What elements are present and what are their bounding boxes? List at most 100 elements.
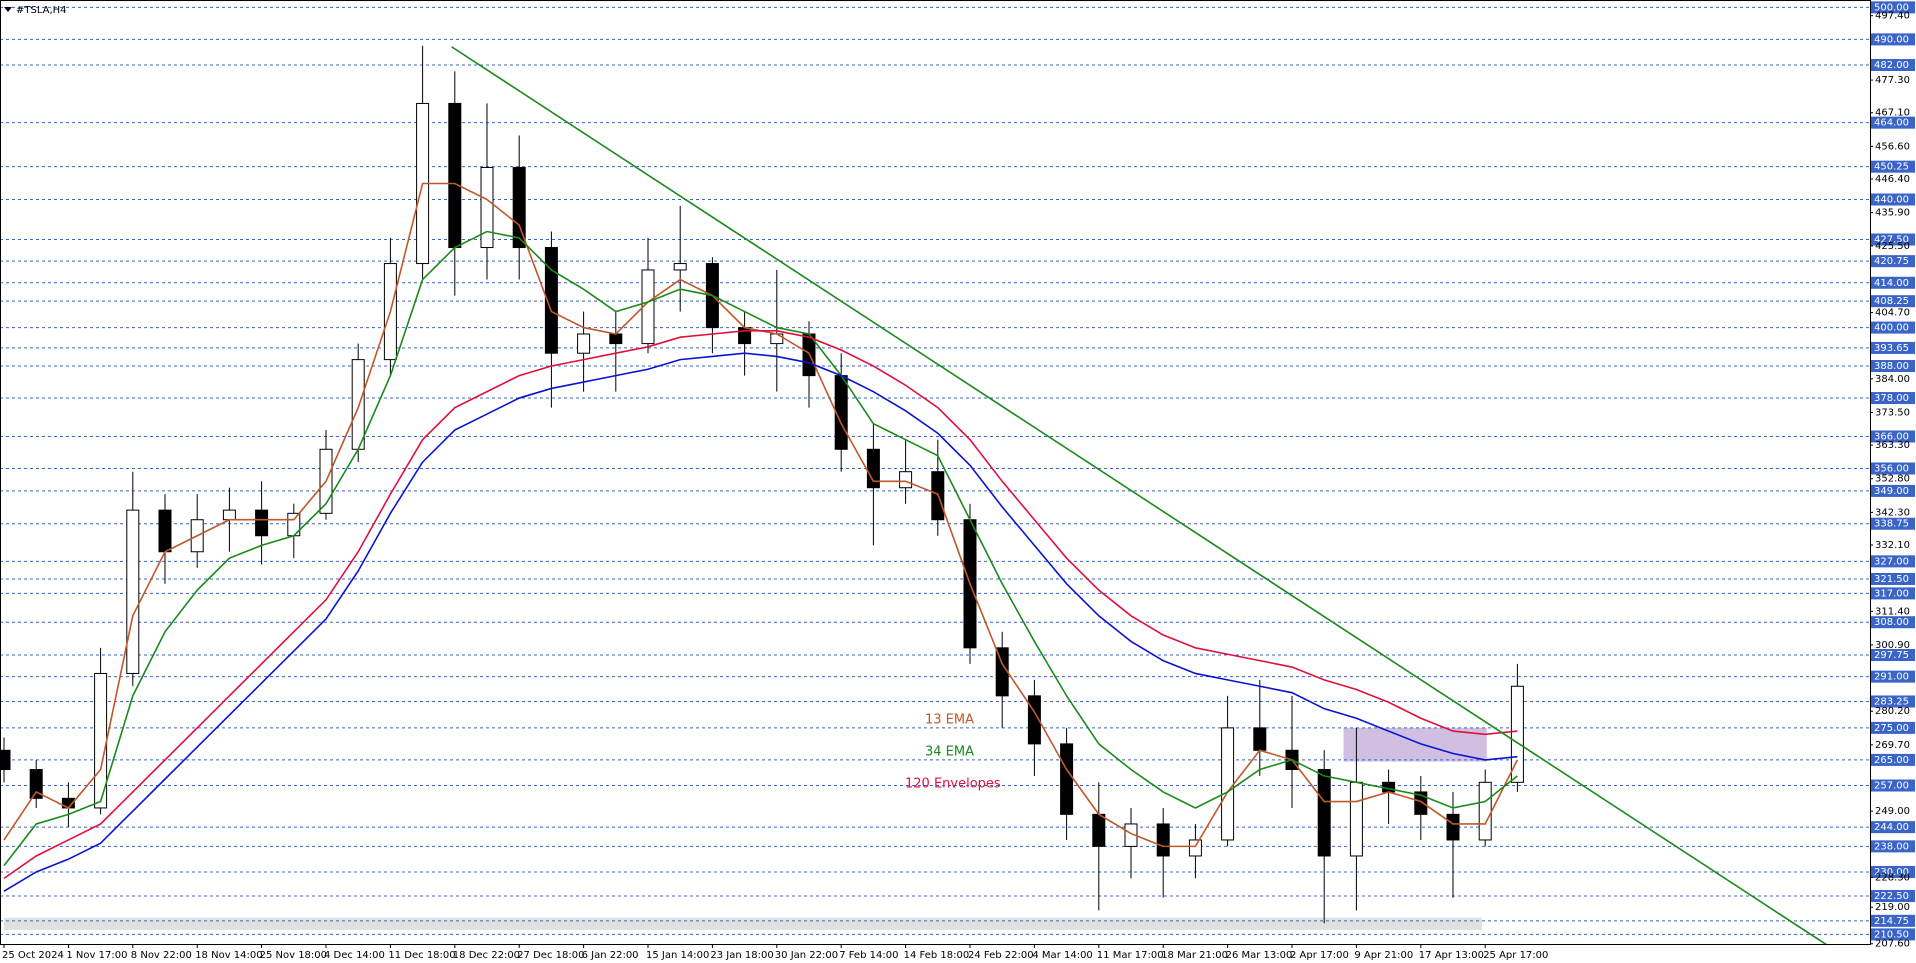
series-line	[3, 230, 1518, 867]
level-label-box	[1871, 462, 1915, 475]
level-label-box	[1871, 616, 1915, 629]
level-label-box	[1871, 233, 1915, 246]
level-label-box	[1871, 914, 1915, 927]
x-tick-label: 18 Mar 21:00	[1161, 950, 1228, 961]
legend-label: 34 EMA	[925, 745, 974, 760]
level-label-box	[1871, 721, 1915, 734]
candle-body	[770, 333, 784, 345]
series-line	[3, 329, 1518, 880]
level-label-box	[1871, 193, 1915, 206]
x-tick-label: 6 Jan 22:00	[582, 950, 639, 961]
candle-body	[1092, 813, 1106, 847]
level-label: 356.00	[1874, 463, 1909, 474]
y-tick-label: 311.40	[1875, 606, 1910, 617]
level-label: 222.50	[1874, 891, 1909, 902]
level-label-box	[1871, 695, 1915, 708]
y-tick-label: 477.30	[1875, 75, 1910, 86]
level-label-box	[1871, 295, 1915, 308]
level-label: 214.75	[1874, 916, 1909, 927]
level-label-box	[1871, 928, 1915, 941]
candle-body	[512, 166, 526, 249]
y-tick-label: 467.10	[1875, 108, 1910, 119]
candle-body	[641, 269, 655, 345]
y-tick-label: 497.40	[1875, 11, 1910, 22]
level-label: 366.00	[1874, 431, 1909, 442]
level-label-box	[1871, 33, 1915, 46]
level-label-box	[1871, 779, 1915, 792]
candle-body	[834, 375, 848, 450]
level-label-box	[1871, 865, 1915, 878]
level-label-box	[1871, 840, 1915, 853]
candle-body	[1221, 727, 1235, 841]
level-label-box	[1871, 430, 1915, 443]
x-tick-label: 2 Apr 17:00	[1290, 950, 1349, 961]
candle-body	[1510, 685, 1524, 783]
legend-label: 120 Envelopes	[905, 777, 1001, 792]
candle-body	[899, 471, 913, 489]
candle-body	[351, 359, 365, 450]
zone	[4, 917, 1482, 930]
candle-body	[577, 333, 591, 354]
candle-body	[1414, 791, 1428, 815]
y-tick-label: 300.90	[1875, 640, 1910, 651]
x-tick-label: 11 Mar 17:00	[1097, 950, 1164, 961]
x-tick-label: 7 Feb 14:00	[839, 950, 898, 961]
level-label: 450.25	[1874, 162, 1909, 173]
level-label: 308.00	[1874, 617, 1909, 628]
candle-body	[609, 333, 623, 345]
chart-title: #TSLA,H4	[16, 5, 67, 16]
candle-body	[1060, 743, 1074, 815]
x-tick-label: 14 Feb 18:00	[904, 950, 970, 961]
candle-body	[673, 263, 687, 271]
x-tick-label: 9 Apr 21:00	[1354, 950, 1413, 961]
level-label-box	[1871, 116, 1915, 129]
level-label: 420.75	[1874, 256, 1909, 267]
y-tick-label: 332.10	[1875, 540, 1910, 551]
x-tick-label: 17 Apr 13:00	[1419, 950, 1484, 961]
candle-body	[1446, 813, 1460, 841]
level-label-box	[1871, 360, 1915, 373]
x-tick-label: 24 Feb 22:00	[968, 950, 1034, 961]
level-label-box	[1871, 517, 1915, 530]
level-label: 244.00	[1874, 822, 1909, 833]
y-tick-label: 446.40	[1875, 174, 1910, 185]
x-tick-label: 26 Mar 13:00	[1226, 950, 1293, 961]
y-tick-label: 425.50	[1875, 241, 1910, 252]
level-label: 265.00	[1874, 755, 1909, 766]
x-tick-label: 25 Apr 17:00	[1483, 950, 1548, 961]
candle-body	[158, 509, 172, 553]
candle-body	[1253, 727, 1267, 751]
x-tick-label: 15 Jan 14:00	[646, 950, 709, 961]
level-label: 291.00	[1874, 672, 1909, 683]
candle-body	[222, 509, 236, 521]
y-tick-label: 384.00	[1875, 374, 1910, 385]
level-label-box	[1871, 890, 1915, 903]
x-tick-label: 18 Nov 14:00	[195, 950, 262, 961]
x-tick-label: 30 Jan 22:00	[775, 950, 838, 961]
trendline	[451, 46, 1827, 946]
x-tick-label: 8 Nov 22:00	[131, 950, 192, 961]
y-tick-label: 456.60	[1875, 141, 1910, 152]
level-label: 490.00	[1874, 34, 1909, 45]
level-label: 414.00	[1874, 278, 1909, 289]
level-label-box	[1871, 821, 1915, 834]
candle-body	[1156, 823, 1170, 857]
plot-frame	[0, 0, 1871, 945]
y-tick-label: 228.30	[1875, 872, 1910, 883]
level-label: 388.00	[1874, 361, 1909, 372]
y-tick-label: 352.80	[1875, 474, 1910, 485]
level-label: 349.00	[1874, 486, 1909, 497]
candle-body	[126, 509, 140, 674]
level-label: 210.50	[1874, 929, 1909, 940]
plot-area: 13 EMA 34 EMA 120 Envelopes	[0, 6, 1870, 946]
menu-arrow[interactable]	[4, 7, 12, 12]
level-label: 464.00	[1874, 118, 1909, 129]
level-label-box	[1871, 321, 1915, 334]
level-label-box	[1871, 160, 1915, 173]
y-tick-label: 280.20	[1875, 706, 1910, 717]
y-tick-label: 373.50	[1875, 407, 1910, 418]
level-label-box	[1871, 649, 1915, 662]
